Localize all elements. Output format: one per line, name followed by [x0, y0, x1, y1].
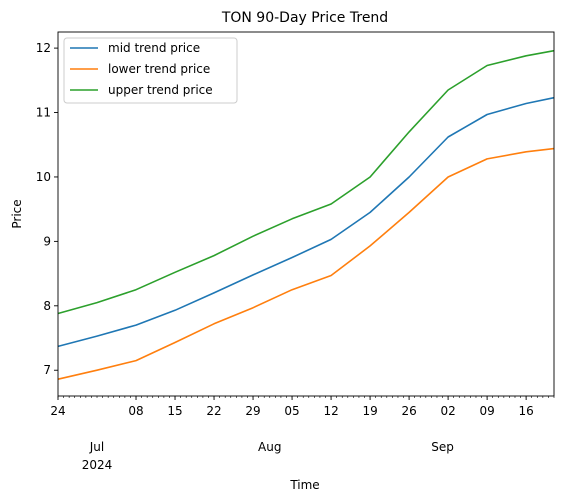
x-month-label: Jul: [89, 440, 104, 454]
x-tick-label: 15: [167, 404, 182, 418]
x-tick-label: 08: [128, 404, 143, 418]
x-tick-label: 22: [206, 404, 221, 418]
x-tick-label: 29: [245, 404, 260, 418]
legend-label: mid trend price: [108, 41, 200, 55]
x-tick-label: 05: [284, 404, 299, 418]
legend-label: lower trend price: [108, 62, 210, 76]
y-tick-label: 12: [36, 41, 51, 55]
y-tick-label: 10: [36, 170, 51, 184]
x-tick-label: 09: [479, 404, 494, 418]
x-month-label: Sep: [431, 440, 454, 454]
legend: mid trend price lower trend price upper tr…: [64, 38, 237, 103]
x-tick-label: 02: [440, 404, 455, 418]
x-tick-label: 19: [362, 404, 377, 418]
x-year-label: 2024: [82, 458, 113, 472]
x-tick-label: 12: [323, 404, 338, 418]
x-tick-label: 16: [518, 404, 533, 418]
y-tick-label: 9: [43, 234, 51, 248]
legend-label: upper trend price: [108, 83, 213, 97]
x-tick-label: 24: [50, 404, 65, 418]
x-axis-label: Time: [289, 478, 319, 492]
chart-title: TON 90-Day Price Trend: [221, 10, 388, 26]
x-tick-label: 26: [401, 404, 416, 418]
x-month-label: Aug: [258, 440, 281, 454]
y-tick-label: 7: [43, 363, 51, 377]
y-tick-label: 11: [36, 106, 51, 120]
y-axis-label: Price: [10, 199, 24, 228]
y-tick-label: 8: [43, 299, 51, 313]
